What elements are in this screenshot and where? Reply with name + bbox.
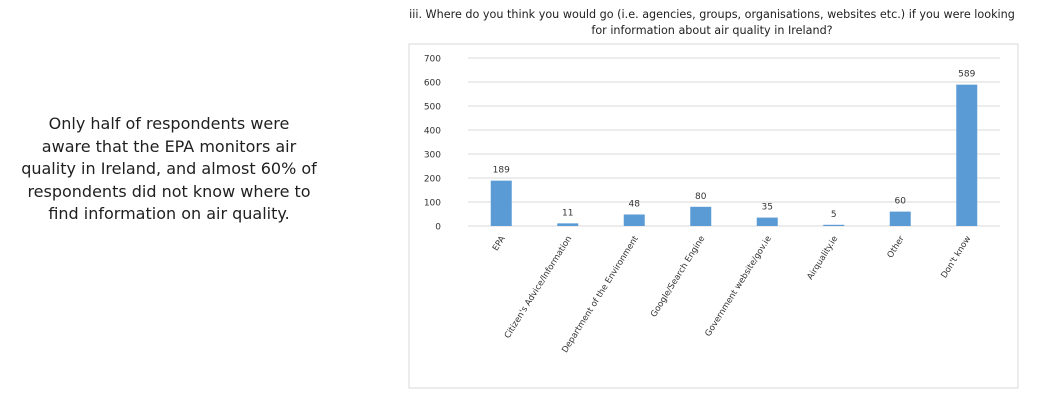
y-tick-label: 700	[424, 55, 441, 65]
bar	[956, 84, 978, 226]
summary-line: find information on air quality.	[48, 204, 290, 223]
bars	[490, 84, 978, 226]
data-label: 48	[629, 199, 641, 209]
x-tick-label: Google/Search Engine	[649, 234, 707, 319]
y-tick-label: 600	[424, 79, 441, 89]
x-tick-label: Department of the Environment	[560, 234, 641, 355]
bar	[823, 224, 845, 226]
y-axis-ticks: 0 100 200 300 400 500 600 700	[424, 55, 441, 233]
data-label: 589	[958, 70, 975, 80]
chart-title-line: iii. Where do you think you would go (i.…	[409, 8, 1015, 21]
x-tick-label: Other	[886, 234, 908, 260]
y-tick-label: 100	[424, 199, 441, 209]
summary-line: Only half of respondents were	[48, 114, 290, 133]
y-tick-label: 500	[424, 103, 441, 113]
summary-text: Only half of respondents were aware that…	[0, 113, 338, 226]
chart-title-line: for information about air quality in Ire…	[591, 24, 833, 37]
gridlines	[468, 57, 1000, 227]
x-tick-label: EPA	[491, 234, 508, 253]
data-label: 11	[562, 208, 573, 218]
x-tick-label: Airquality.ie	[805, 234, 840, 281]
y-tick-label: 300	[424, 151, 441, 161]
data-label: 189	[493, 166, 510, 176]
data-label: 35	[762, 203, 773, 213]
summary-line: quality in Ireland, and almost 60% of	[21, 159, 317, 178]
summary-line: respondents did not know where to	[27, 181, 311, 201]
data-label: 60	[895, 197, 907, 207]
data-label: 5	[831, 210, 837, 220]
chart-border	[408, 43, 1019, 389]
y-tick-label: 0	[435, 223, 441, 233]
y-tick-label: 400	[424, 127, 441, 137]
x-tick-label: Citizen's Advice/Information	[503, 234, 575, 340]
x-tick-label: Government website/gov.ie	[703, 234, 773, 338]
chart-title: iii. Where do you think you would go (i.…	[363, 7, 1061, 39]
y-tick-label: 200	[424, 175, 441, 185]
summary-line: aware that the EPA monitors air	[41, 136, 297, 156]
data-labels: 189 11 48 80 35 5 60 589	[493, 70, 976, 220]
bar	[557, 223, 579, 226]
bar	[889, 211, 911, 226]
bar	[756, 217, 778, 226]
data-label: 80	[695, 192, 707, 202]
x-tick-label: Don't know	[939, 234, 973, 280]
bar	[690, 206, 712, 226]
bar	[490, 180, 512, 226]
bar	[623, 214, 645, 226]
